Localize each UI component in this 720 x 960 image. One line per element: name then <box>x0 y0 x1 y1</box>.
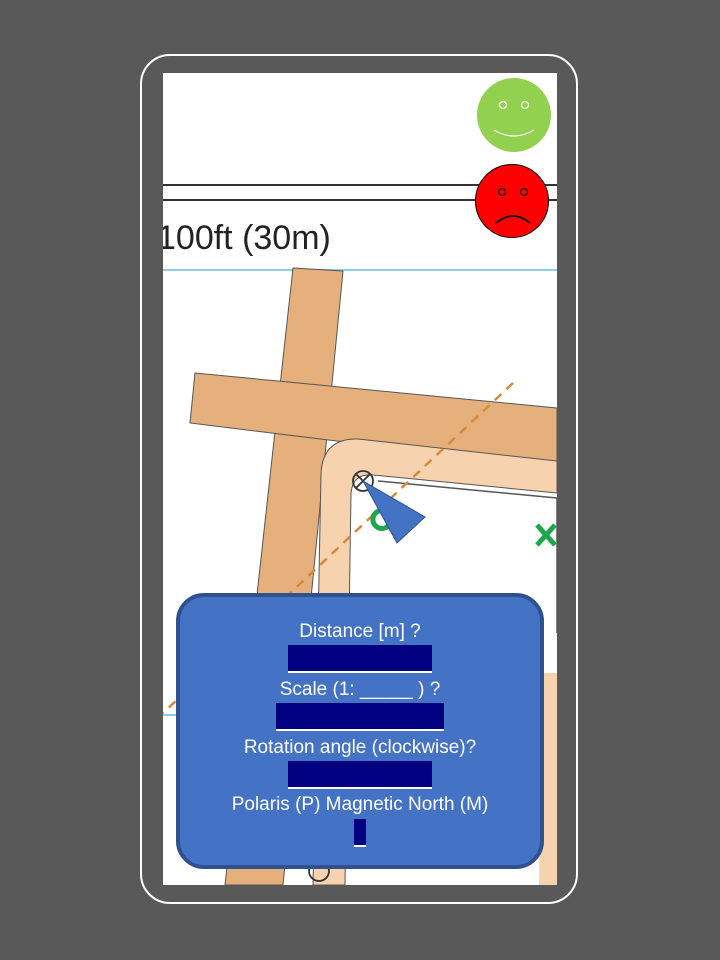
distance-input[interactable] <box>288 645 432 673</box>
north-label: Polaris (P) Magnetic North (M) <box>231 794 489 815</box>
scale-question-label: Scale (1: _____ ) ? <box>279 679 441 700</box>
rotation-label: Rotation angle (clockwise)? <box>243 737 477 758</box>
lot-outline <box>377 480 557 633</box>
rotation-input[interactable] <box>288 761 432 789</box>
control-point-icon <box>352 470 374 492</box>
scale-label: 100ft (30m) <box>163 219 331 257</box>
sad-face-icon <box>495 187 531 224</box>
pointer-icon <box>361 479 426 544</box>
happy-face-button[interactable] <box>477 78 551 152</box>
happy-face-icon <box>493 100 535 137</box>
scale-input[interactable] <box>276 703 444 731</box>
distance-label: Distance [m] ? <box>299 621 421 642</box>
sad-face-button[interactable] <box>475 164 549 238</box>
north-input[interactable] <box>354 819 366 847</box>
quiz-panel: Distance [m] ? Scale (1: _____ ) ? Rotat… <box>176 593 544 869</box>
road-horizontal <box>189 372 557 469</box>
